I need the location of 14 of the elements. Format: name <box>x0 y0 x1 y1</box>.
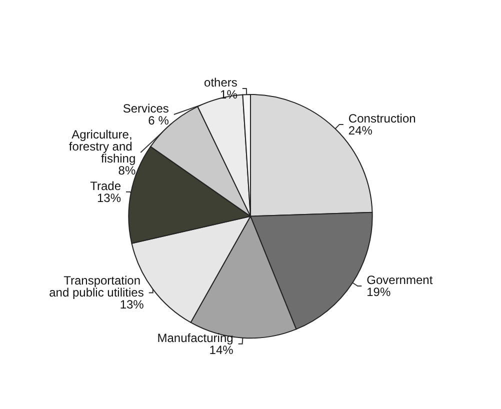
slice-label: Construction <box>348 111 416 126</box>
data-label: 19% <box>366 285 391 300</box>
slice-label: others <box>204 76 238 90</box>
data-label: 6 % <box>148 114 170 128</box>
data-label: 8% <box>118 164 136 178</box>
slice-label: Transportation and public utilities <box>49 274 144 300</box>
slice-label: Agriculture, forestry and fishing <box>68 128 136 166</box>
data-label: 24% <box>348 123 373 138</box>
data-label: 13% <box>96 190 122 205</box>
data-label: 13% <box>120 298 144 312</box>
slice-label: Manufacturing <box>157 330 234 345</box>
slice-label: Services <box>122 102 169 116</box>
slice-label: Government <box>366 273 434 288</box>
slice-label: Trade <box>90 178 122 193</box>
